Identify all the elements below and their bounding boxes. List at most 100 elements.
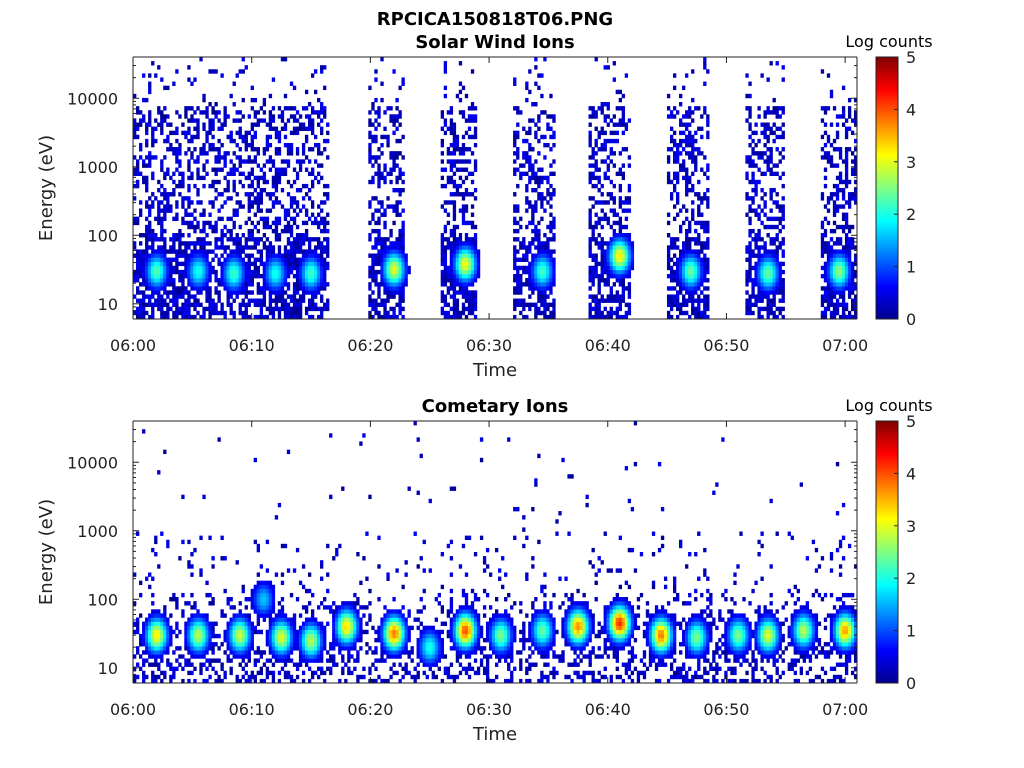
spectrogram-cell <box>751 188 755 193</box>
spectrogram-cell <box>449 241 454 246</box>
spectrogram-cell <box>208 241 212 246</box>
spectrogram-cell <box>588 208 592 213</box>
spectrogram-cell <box>395 249 399 254</box>
spectrogram-cell <box>682 241 686 246</box>
spectrogram-cell <box>250 237 254 242</box>
spectrogram-cell <box>368 142 372 148</box>
spectrogram-cell <box>199 314 203 320</box>
spectrogram-cell <box>139 580 143 586</box>
spectrogram-cell <box>452 216 457 222</box>
spectrogram-cell <box>223 163 227 168</box>
spectrogram-cell <box>301 249 306 254</box>
spectrogram-cell <box>452 171 457 177</box>
spectrogram-cell <box>208 69 212 74</box>
spectrogram-cell <box>847 114 852 119</box>
spectrogram-cell <box>470 261 475 267</box>
spectrogram-cell <box>473 306 478 312</box>
spectrogram-cell <box>178 278 182 283</box>
spectrogram-cell <box>310 237 315 242</box>
spectrogram-cell <box>199 290 203 295</box>
spectrogram-cell <box>473 298 478 303</box>
spectrogram-cell <box>606 261 610 267</box>
spectrogram-cell <box>549 278 553 283</box>
spectrogram-cell <box>552 265 556 271</box>
spectrogram-cell <box>666 175 671 181</box>
spectrogram-cell <box>603 159 607 164</box>
spectrogram-cell <box>374 237 378 242</box>
spectrogram-cell <box>160 159 164 164</box>
spectrogram-cell <box>745 171 749 177</box>
spectrogram-cell <box>199 662 203 667</box>
spectrogram-cell <box>286 241 291 246</box>
spectrogram-cell <box>691 306 695 312</box>
spectrogram-cell <box>591 306 595 312</box>
spectrogram-cell <box>531 118 535 123</box>
spectrogram-cell <box>323 200 327 205</box>
spectrogram-cell <box>455 241 460 246</box>
spectrogram-cell <box>531 212 535 217</box>
spectrogram-cell <box>591 298 595 303</box>
spectrogram-cell <box>241 245 245 250</box>
spectrogram-cell <box>223 613 227 618</box>
spectrogram-cell <box>280 110 285 115</box>
spectrogram-cell <box>256 237 260 242</box>
spectrogram-cell <box>374 159 378 164</box>
spectrogram-cell <box>232 261 236 267</box>
spectrogram-cell <box>609 257 613 262</box>
spectrogram-cell <box>546 257 550 262</box>
spectrogram-cell <box>169 662 173 667</box>
spectrogram-cell <box>244 241 248 246</box>
spectrogram-cell <box>211 200 215 205</box>
spectrogram-cell <box>760 298 764 303</box>
spectrogram-cell <box>549 163 553 168</box>
spectrogram-cell <box>772 237 776 242</box>
spectrogram-cell <box>588 278 592 283</box>
spectrogram-cell <box>781 282 785 287</box>
spectrogram-cell <box>600 192 604 197</box>
spectrogram-cell <box>401 134 405 140</box>
spectrogram-cell <box>223 286 227 291</box>
spectrogram-cell <box>193 625 197 631</box>
spectrogram-cell <box>452 179 457 185</box>
spectrogram-cell <box>232 208 236 213</box>
spectrogram-cell <box>286 151 291 156</box>
spectrogram-cell <box>597 273 601 279</box>
spectrogram-cell <box>552 171 556 177</box>
spectrogram-cell <box>163 617 167 622</box>
spectrogram-cell <box>265 142 270 148</box>
spectrogram-cell <box>304 126 309 131</box>
spectrogram-cell <box>516 134 520 140</box>
spectrogram-cell <box>157 261 161 267</box>
spectrogram-cell <box>452 163 457 168</box>
spectrogram-cell <box>838 253 843 258</box>
spectrogram-cell <box>229 171 233 177</box>
spectrogram-cell <box>781 286 785 291</box>
spectrogram-cell <box>157 621 161 626</box>
spectrogram-cell <box>145 122 149 127</box>
spectrogram-cell <box>136 269 140 275</box>
spectrogram-cell <box>781 147 785 152</box>
spectrogram-cell <box>823 278 828 283</box>
spectrogram-cell <box>169 249 173 254</box>
spectrogram-cell <box>666 245 671 250</box>
spectrogram-cell <box>154 625 158 631</box>
spectrogram-cell <box>380 269 384 275</box>
spectrogram-cell <box>139 142 143 148</box>
spectrogram-cell <box>371 106 375 111</box>
spectrogram-cell <box>250 147 254 152</box>
spectrogram-cell <box>193 245 197 250</box>
spectrogram-cell <box>262 118 267 123</box>
spectrogram-cell <box>175 167 179 172</box>
spectrogram-cell <box>295 314 300 320</box>
spectrogram-cell <box>826 241 831 246</box>
spectrogram-cell <box>853 314 858 320</box>
spectrogram-cell <box>148 220 152 226</box>
spectrogram-cell <box>513 216 517 222</box>
spectrogram-cell <box>546 175 550 181</box>
spectrogram-cell <box>760 278 764 283</box>
spectrogram-cell <box>615 249 619 254</box>
spectrogram-cell <box>473 196 478 201</box>
spectrogram-cell <box>178 192 182 197</box>
spectrogram-cell <box>748 155 752 160</box>
spectrogram-cell <box>241 233 245 238</box>
